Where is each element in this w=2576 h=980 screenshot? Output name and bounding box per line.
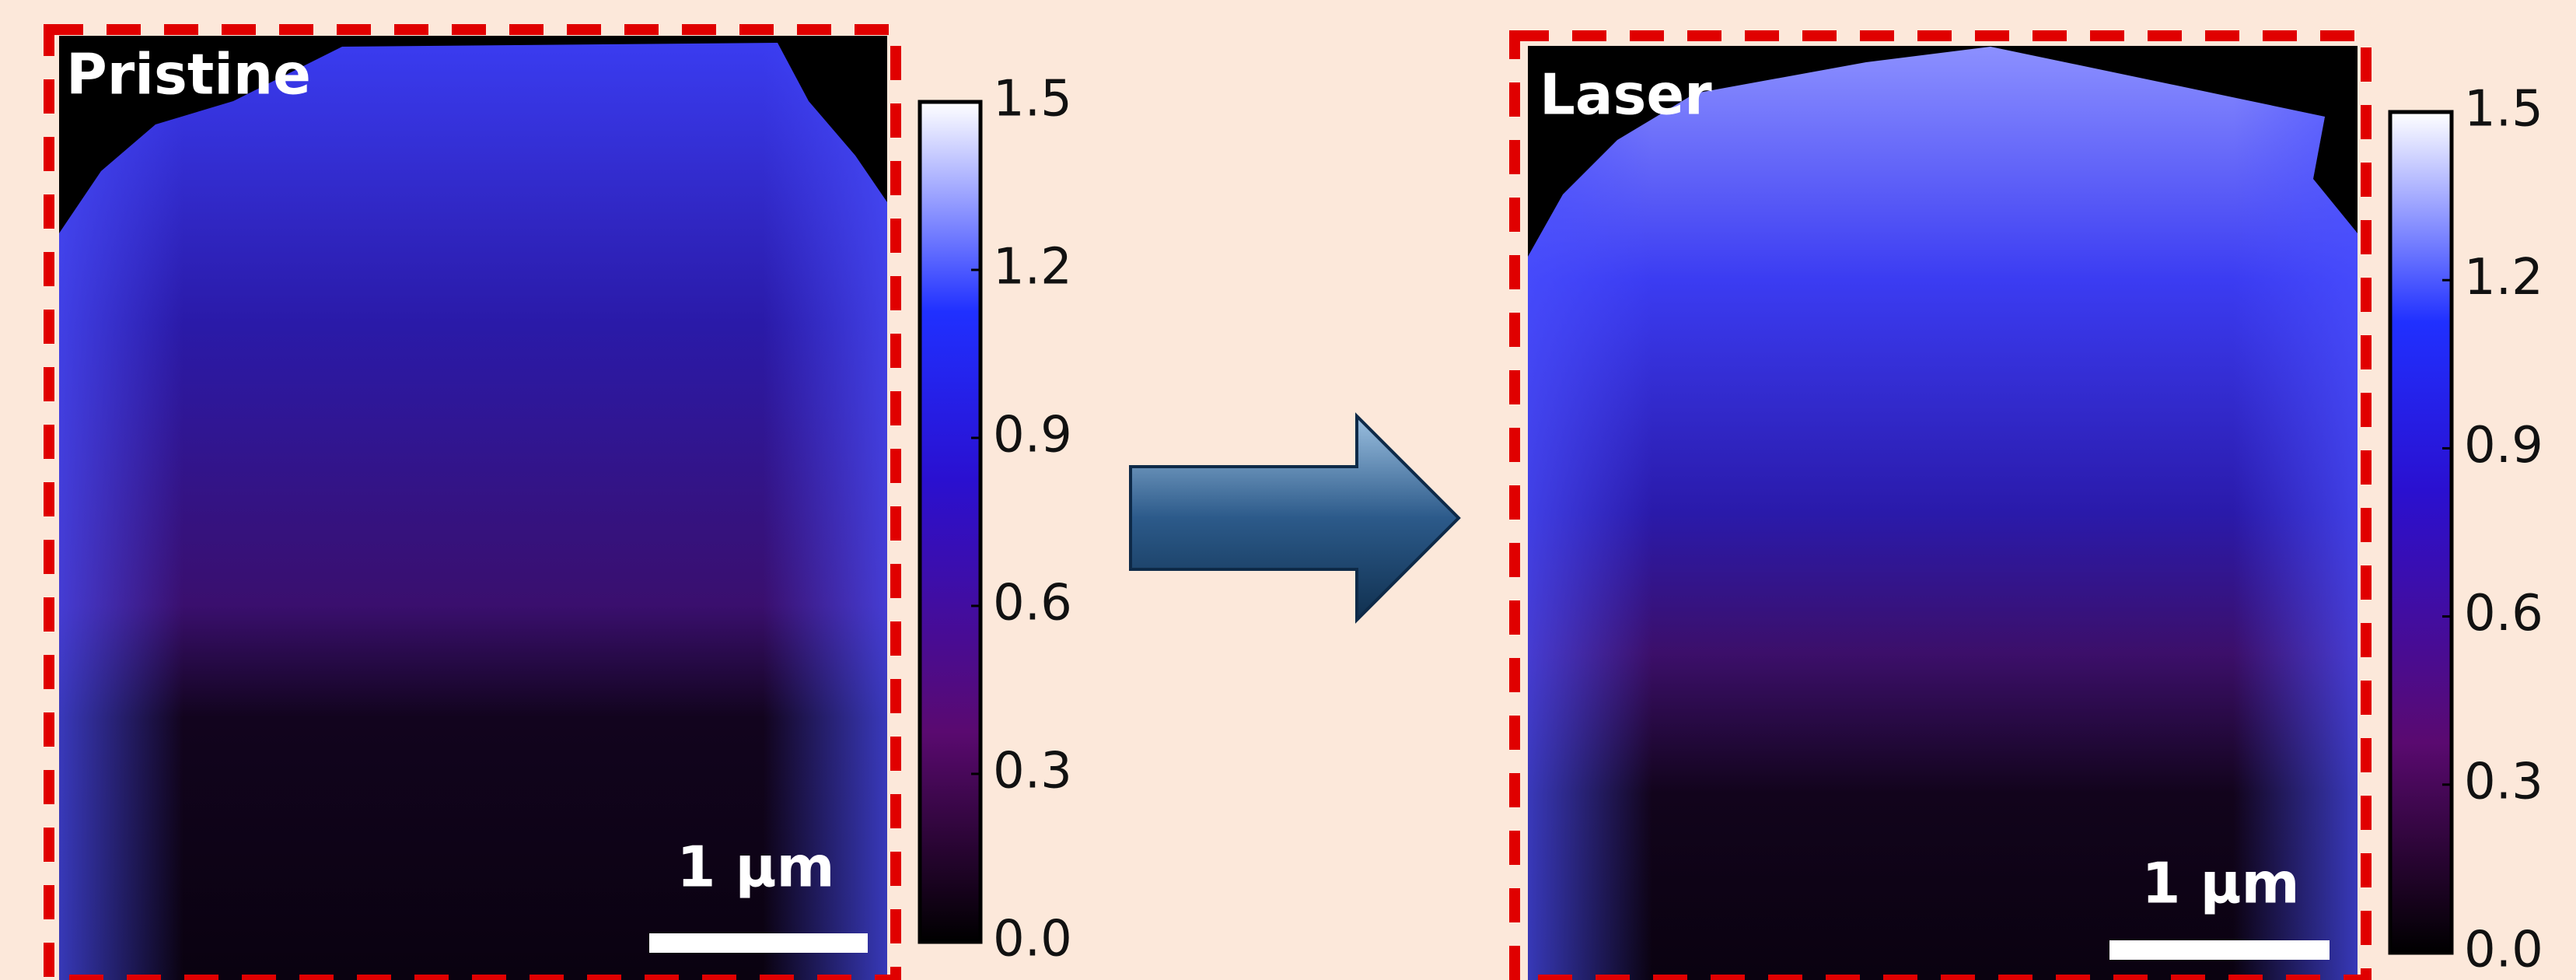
colorbar-tick-label: 0.6 — [2464, 585, 2543, 642]
colorbar-tick-label: 1.2 — [2464, 249, 2543, 306]
map-panel — [1515, 36, 2366, 980]
panel-label: Laser — [1540, 62, 1712, 128]
arrow — [1131, 416, 1459, 620]
colorbar-tick-label: 0.6 — [993, 575, 1072, 632]
scale-bar — [2109, 940, 2330, 960]
colorbar-tick-label: 0.0 — [2464, 922, 2543, 979]
page: Pristine 1 µm 0.0 0.3 0.6 0.9 1.2 1.5 Laser 1 µm 0… — [0, 0, 2576, 980]
colorbar-tick-label: 0.0 — [993, 911, 1072, 968]
scale-bar — [649, 933, 868, 953]
colorbar-tick-label: 0.9 — [993, 407, 1072, 464]
colorbar-tick-label: 0.9 — [2464, 417, 2543, 474]
panel-label: Pristine — [66, 42, 311, 107]
scale-bar-label: 1 µm — [2141, 851, 2299, 916]
colorbar-tick-label: 0.3 — [993, 743, 1072, 800]
colorbar-tick-label: 1.2 — [993, 239, 1072, 296]
colorbar-tick-label: 0.3 — [2464, 753, 2543, 810]
colorbar-tick-label: 1.5 — [2464, 81, 2543, 138]
figure: Pristine 1 µm 0.0 0.3 0.6 0.9 1.2 1.5 Laser 1 µm 0… — [0, 0, 2576, 980]
scale-bar-label: 1 µm — [676, 835, 834, 900]
colorbar-tick-label: 1.5 — [993, 71, 1072, 128]
colorbar — [920, 102, 980, 942]
colorbar — [2390, 112, 2452, 953]
